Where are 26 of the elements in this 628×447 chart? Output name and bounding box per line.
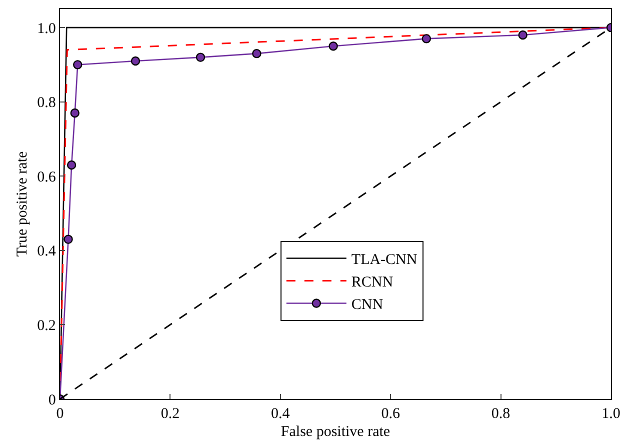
- legend-label: TLA-CNN: [351, 252, 418, 268]
- y-tick-label: 0: [48, 392, 56, 408]
- point: [328, 42, 338, 51]
- legend-label: RCNN: [351, 274, 394, 291]
- point: [66, 160, 76, 170]
- x-tick-label: 0.2: [160, 406, 180, 422]
- x-tick-label: 0.4: [271, 406, 290, 422]
- y-tick-label: 1.0: [37, 20, 56, 37]
- y-tick-label: 0.6: [37, 169, 56, 186]
- point: [422, 34, 432, 44]
- point: [252, 48, 262, 58]
- legend-label: CNN: [351, 297, 384, 314]
- point: [130, 56, 140, 66]
- y-tick-label: 0.8: [37, 95, 56, 112]
- y-tick-label: 0.2: [37, 318, 56, 334]
- y-tick-label: 0.4: [37, 244, 56, 260]
- y-axis-title: True positive rate: [14, 151, 30, 257]
- point: [64, 234, 73, 244]
- x-tick-label: 0.6: [381, 406, 400, 422]
- point: [196, 52, 206, 62]
- x-tick-label: 0.8: [491, 406, 510, 422]
- point: [518, 30, 528, 40]
- point: [73, 60, 82, 70]
- point: [70, 108, 80, 118]
- x-tick-label: 1.0: [602, 406, 620, 422]
- x-axis-title: False positive rate: [280, 424, 390, 440]
